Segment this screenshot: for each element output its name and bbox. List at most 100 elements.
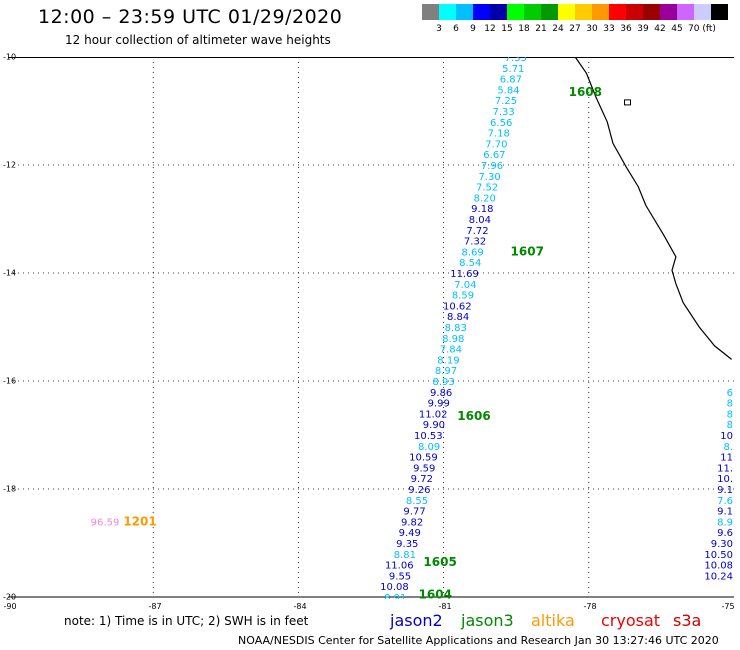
legend-swatch [524,4,541,20]
pass-number-label: 1606 [457,409,490,423]
swh-value: 8.81 [394,550,416,561]
longitude-label: -90 [3,602,17,611]
swh-value: 10.62 [443,301,472,312]
legend-label: 15 [501,24,513,34]
legend-label: 3 [436,24,442,34]
swh-value: 6.67 [483,150,505,161]
legend-swatch [456,4,473,20]
swh-value: 11 [720,453,733,464]
map-subtitle: 12 hour collection of altimeter wave hei… [65,33,331,47]
swh-value: 10 [720,431,733,442]
island [624,99,632,106]
swh-value: 9.35 [396,539,418,550]
swh-value: 8.19 [437,355,459,366]
swh-value: 11.06 [385,561,414,572]
swh-value: 7.84 [440,345,462,356]
legend-label: 30 [586,24,598,34]
swh-value: 10.08 [704,561,733,572]
legend-label: 70 (ft) [688,24,716,34]
swh-value: 9.90 [423,420,445,431]
legend-label: 24 [552,24,564,34]
swh-value: 6.87 [500,75,522,86]
longitude-label: -84 [293,602,307,611]
swh-value: 6 [727,388,733,399]
swh-value: 8.04 [469,215,491,226]
satellite-altika-label: altika [531,611,575,630]
swh-value: 8 [727,399,733,410]
latitude-label: -14 [3,268,17,278]
legend-swatch [626,4,643,20]
legend-swatch [609,4,626,20]
legend-swatch [541,4,558,20]
swh-value: 8.84 [447,312,469,323]
color-scale-legend [422,4,728,20]
swh-value: 8.91 [384,593,406,599]
legend-swatch [575,4,592,20]
legend-label: 45 [671,24,683,34]
swh-value: 9.49 [399,528,421,539]
swh-value: 7.35 [505,57,527,64]
swh-value: 9.18 [471,204,493,215]
longitude-label: -78 [583,602,597,611]
satellite-s3a-label: s3a [673,611,702,630]
swh-value: 7.25 [495,96,517,107]
map-area: 7.35 5.71 6.87 5.84 7.25 7.33 6.56 7.18 7.70 6.67… [8,53,736,604]
swh-value: 9.26 [408,485,430,496]
longitude-label: -81 [438,602,452,611]
swh-value: 11. [717,463,733,474]
legend-swatch [507,4,524,20]
swh-value: 8.54 [459,258,481,269]
map-title: 12:00 – 23:59 UTC 01/29/2020 [38,6,343,28]
satellite-cryosat-label: cryosat [601,611,661,630]
swh-value: 7.18 [488,129,510,140]
swh-value: 9.1 [717,507,733,518]
legend-swatch [422,4,439,20]
swh-value: 9.55 [389,571,411,582]
legend-swatch [592,4,609,20]
legend-label: 12 [484,24,496,34]
swh-value: 8.20 [474,193,496,204]
swh-value: 9.77 [403,507,425,518]
swh-value: 8.97 [435,366,457,377]
coastline [574,56,732,360]
legend-label: 18 [518,24,530,34]
swh-value: 8.98 [442,334,464,345]
swh-value: 10. [717,474,733,485]
legend-swatch [439,4,456,20]
swh-value: 8.55 [406,496,428,507]
swh-value: 10.08 [380,582,409,593]
map-canvas: 7.355.716.875.847.257.336.567.187.706.67… [8,53,734,604]
legend-swatch [711,4,728,20]
swh-value: 7.96 [481,161,503,172]
legend-label: 42 [654,24,666,34]
latitude-label: -20 [3,592,17,602]
swh-value: 8.93 [432,377,454,388]
swh-value: 10.24 [704,571,733,582]
legend-label: 33 [603,24,615,34]
pass-number-label: 1608 [569,85,602,99]
swh-value: 8 [727,420,733,431]
legend-swatch [473,4,490,20]
swh-value: 8.69 [462,247,484,258]
swh-value: 9.72 [411,474,433,485]
swh-value: 8.59 [452,291,474,302]
swh-value: 9.30 [711,539,733,550]
legend-swatch [694,4,711,20]
legend-swatch [660,4,677,20]
swh-value: 9.82 [401,517,423,528]
note-text: note: 1) Time is in UTC; 2) SWH is in fe… [64,614,309,628]
swh-value: 7.33 [492,107,514,118]
swh-value: 8.83 [445,323,467,334]
swh-value: 9.6 [717,528,733,539]
swh-value: 9.99 [428,399,450,410]
swh-value: 7.6 [717,496,733,507]
swh-value: 96.59 [91,517,120,528]
legend-label: 21 [535,24,547,34]
swh-value: 11.02 [419,409,448,420]
legend-swatch [677,4,694,20]
latitude-label: -18 [3,484,17,494]
legend-label: 36 [620,24,632,34]
latitude-label: -16 [3,376,17,386]
swh-value: 5.71 [502,64,524,75]
swh-value: 8. [723,442,733,453]
